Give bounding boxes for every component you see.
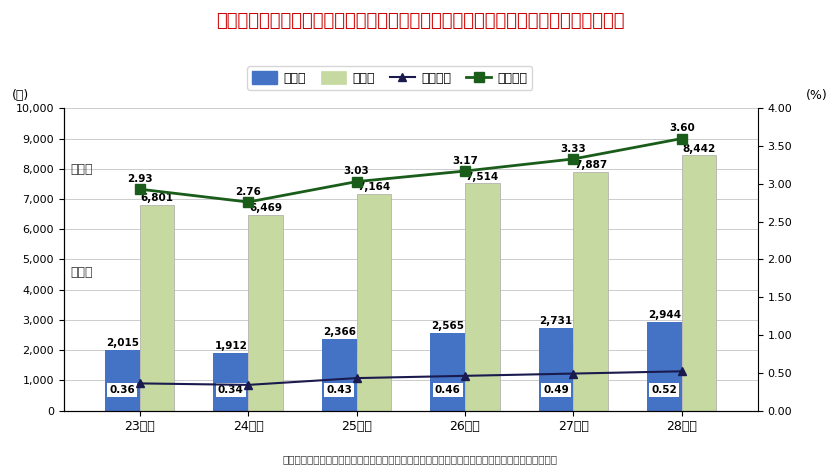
Text: 2.76: 2.76 (235, 187, 261, 197)
Bar (430, 333, 465, 410)
中学校率 (460, 168, 470, 174)
Text: 0.49: 0.49 (543, 385, 569, 395)
Text: 0.34: 0.34 (218, 385, 244, 395)
中学校率 (351, 179, 361, 184)
Text: ＜資料３＞都内公立小・中学校における不登校児童・生徒数及び不登校出現率の推移: ＜資料３＞都内公立小・中学校における不登校児童・生徒数及び不登校出現率の推移 (216, 12, 624, 30)
Text: 小学校: 小学校 (71, 266, 93, 278)
Text: 3.60: 3.60 (669, 123, 695, 133)
Bar (356, 194, 391, 410)
小学校率 (243, 382, 253, 388)
Text: 8,442: 8,442 (683, 143, 716, 154)
Text: 2,565: 2,565 (431, 321, 465, 331)
中学校率 (569, 156, 579, 162)
小学校率 (134, 381, 144, 386)
Text: (%): (%) (806, 89, 828, 102)
Text: 2,731: 2,731 (539, 316, 573, 326)
Bar (574, 172, 608, 410)
Text: 2,366: 2,366 (323, 327, 355, 337)
Bar (465, 184, 500, 410)
Legend: 小学校, 中学校, 小学校率, 中学校率: 小学校, 中学校, 小学校率, 中学校率 (248, 66, 533, 90)
Text: 3.33: 3.33 (560, 144, 586, 154)
Text: 2,944: 2,944 (648, 310, 681, 320)
Text: 3.17: 3.17 (452, 156, 478, 166)
Bar (538, 328, 574, 410)
Text: 3.03: 3.03 (344, 166, 370, 177)
Text: 7,164: 7,164 (357, 182, 391, 192)
Bar (647, 322, 682, 410)
Bar (682, 156, 717, 410)
Line: 中学校率: 中学校率 (135, 134, 686, 207)
Bar (105, 350, 139, 410)
Text: 2,015: 2,015 (106, 338, 139, 348)
Text: 2.93: 2.93 (127, 174, 153, 184)
Text: 7,514: 7,514 (465, 172, 499, 182)
Text: 7,887: 7,887 (574, 160, 607, 170)
小学校率 (569, 371, 579, 376)
小学校率 (351, 375, 361, 381)
Text: 0.52: 0.52 (652, 385, 677, 395)
Bar (139, 205, 175, 410)
Text: 0.46: 0.46 (434, 385, 460, 395)
小学校率 (460, 373, 470, 379)
Text: 6,801: 6,801 (140, 193, 174, 203)
中学校率 (243, 199, 253, 205)
小学校率 (677, 368, 687, 374)
Line: 小学校率: 小学校率 (135, 367, 686, 389)
Text: 児童生徒の問題行動・不登校等生徒指導上の諸課題に関する調査（文部科学省）の都内公立学校分: 児童生徒の問題行動・不登校等生徒指導上の諸課題に関する調査（文部科学省）の都内公… (282, 455, 558, 465)
Text: 0.43: 0.43 (326, 385, 352, 395)
Text: 6,469: 6,469 (249, 203, 282, 213)
中学校率 (134, 186, 144, 192)
Bar (248, 215, 283, 410)
Text: 1,912: 1,912 (214, 341, 247, 351)
中学校率 (677, 136, 687, 142)
Text: (人): (人) (12, 89, 29, 102)
Bar (322, 339, 356, 410)
Text: 中学校: 中学校 (71, 163, 93, 176)
Bar (213, 353, 248, 410)
Text: 0.36: 0.36 (109, 385, 135, 395)
